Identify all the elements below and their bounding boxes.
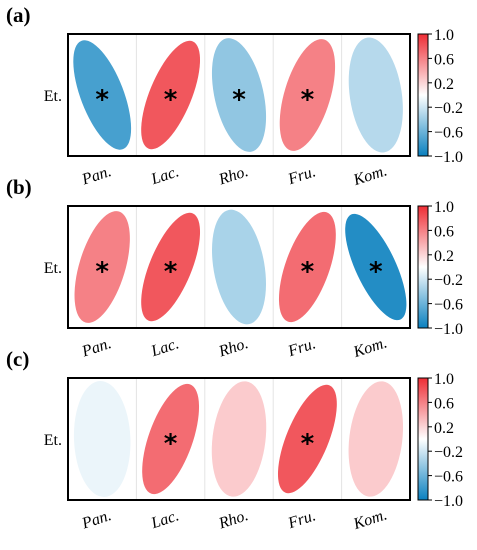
significance-marker: * — [301, 429, 315, 459]
x-tick-label: Fru. — [285, 335, 318, 360]
x-tick-label: Rho. — [216, 335, 251, 361]
colorbar — [417, 33, 429, 157]
colorbar-tick-label: −1.0 — [434, 149, 463, 166]
significance-marker: * — [369, 257, 383, 287]
colorbar-tick-label: −0.6 — [434, 297, 463, 314]
correlation-ellipse — [277, 384, 337, 494]
correlation-ellipse — [348, 37, 403, 153]
correlation-ellipse — [211, 381, 267, 497]
correlation-ellipse — [142, 383, 200, 495]
x-tick-label: Lac. — [148, 507, 181, 532]
x-tick-label: Pan. — [79, 163, 114, 189]
panel-2: (b) * Pan. * Lac. Rho. * Fru. * Kom. Et. 1.0 0.6 0.2 −… — [6, 175, 463, 361]
panel-label: (b) — [6, 175, 32, 199]
significance-marker: * — [95, 257, 109, 287]
plot-frame — [67, 205, 411, 329]
colorbar-tick-label: 0.6 — [434, 395, 454, 412]
significance-marker: * — [301, 257, 315, 287]
significance-marker: * — [232, 85, 246, 115]
x-tick-label: Fru. — [285, 507, 318, 532]
x-tick-label: Lac. — [148, 335, 181, 360]
correlation-ellipse — [74, 211, 130, 323]
colorbar-tick-label: −0.6 — [434, 125, 463, 142]
colorbar-tick-label: 1.0 — [434, 371, 454, 388]
colorbar-tick-label: 0.6 — [434, 223, 454, 240]
x-tick-label: Lac. — [148, 163, 181, 188]
panel-3: (c) Pan. * Lac. Rho. * Fru. Kom. Et. 1.0 0.6 0.2 −0.… — [6, 347, 463, 533]
row-label: Et. — [44, 88, 62, 105]
plot-frame — [67, 377, 411, 501]
colorbar-tick-label: −0.2 — [434, 272, 463, 289]
plot-frame — [67, 33, 411, 157]
colorbar-tick-label: 0.6 — [434, 51, 454, 68]
correlation-ellipse — [345, 213, 407, 321]
correlation-ellipse — [73, 40, 132, 150]
significance-marker: * — [164, 257, 178, 287]
colorbar-tick-label: 1.0 — [434, 199, 454, 216]
colorbar-tick-label: −0.6 — [434, 469, 463, 486]
significance-marker: * — [95, 85, 109, 115]
colorbar-tick-label: 0.2 — [434, 248, 454, 265]
correlation-ellipse — [141, 212, 201, 322]
x-tick-label: Rho. — [216, 507, 251, 533]
colorbar — [417, 377, 429, 501]
row-label: Et. — [44, 260, 62, 277]
colorbar-tick-label: 1.0 — [434, 27, 454, 44]
panel-label: (c) — [6, 347, 29, 371]
x-tick-label: Fru. — [285, 163, 318, 188]
colorbar-tick-label: −1.0 — [434, 321, 463, 338]
x-tick-label: Kom. — [351, 162, 390, 189]
correlation-ellipse — [279, 39, 336, 151]
correlation-ellipse — [211, 38, 267, 152]
correlation-ellipse — [141, 40, 201, 150]
correlation-ellipse — [73, 381, 131, 497]
colorbar — [417, 205, 429, 329]
panel-1: (a) * Pan. * Lac. * Rho. * Fru. Kom. Et. 1.0 0.6 0.2 −… — [6, 3, 463, 189]
correlation-ellipse — [212, 209, 266, 325]
x-tick-label: Kom. — [351, 506, 390, 533]
correlation-ellipse — [278, 211, 336, 323]
correlation-ellipse — [348, 381, 404, 497]
x-tick-label: Pan. — [79, 507, 114, 533]
colorbar-tick-label: −0.2 — [434, 100, 463, 117]
x-tick-label: Rho. — [216, 163, 251, 189]
significance-marker: * — [164, 429, 178, 459]
colorbar-tick-label: −1.0 — [434, 493, 463, 510]
panel-label: (a) — [6, 3, 31, 27]
colorbar-tick-label: −0.2 — [434, 444, 463, 461]
colorbar-tick-label: 0.2 — [434, 420, 454, 437]
significance-marker: * — [301, 85, 315, 115]
x-tick-label: Pan. — [79, 335, 114, 361]
x-tick-label: Kom. — [351, 334, 390, 361]
colorbar-tick-label: 0.2 — [434, 76, 454, 93]
row-label: Et. — [44, 432, 62, 449]
significance-marker: * — [164, 85, 178, 115]
